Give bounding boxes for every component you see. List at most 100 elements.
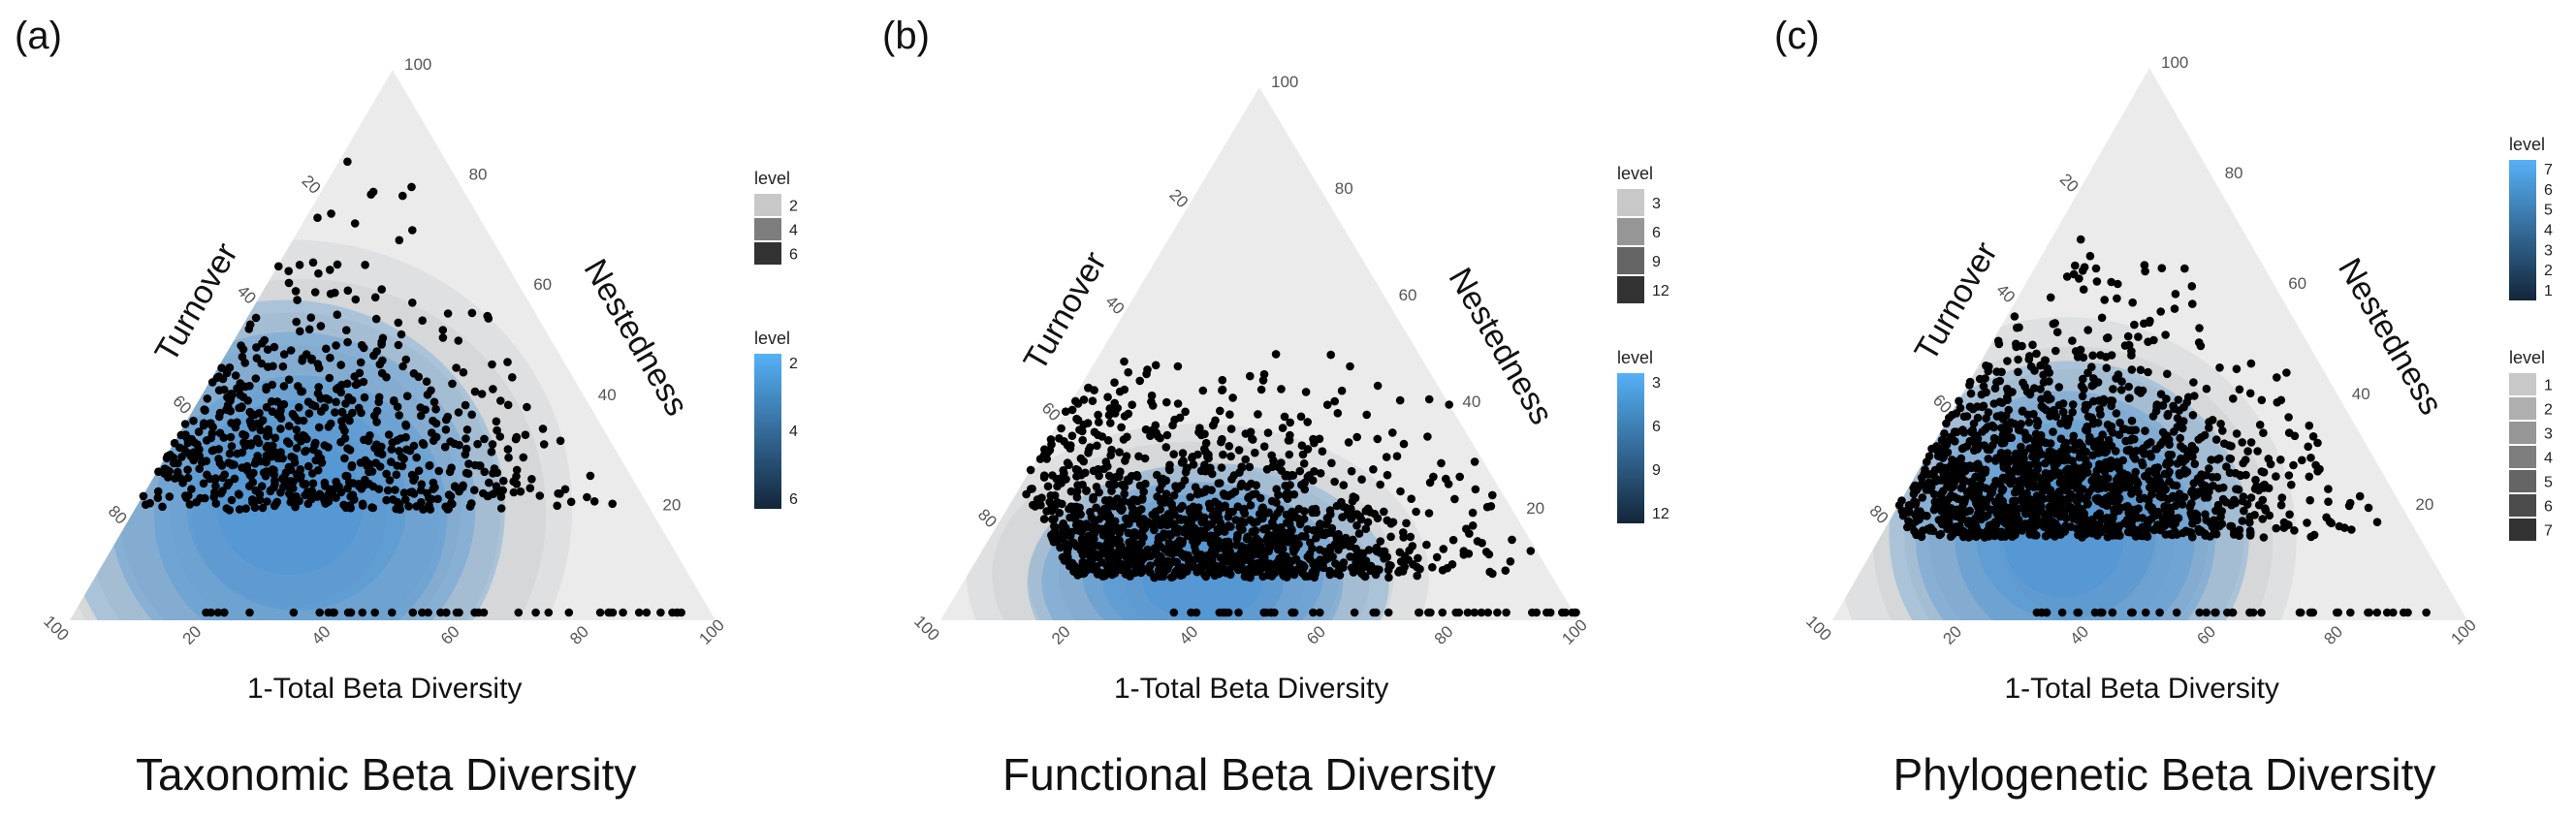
data-point bbox=[1078, 426, 1087, 436]
data-point bbox=[1132, 470, 1141, 480]
data-point bbox=[1208, 511, 1217, 520]
data-point bbox=[1357, 569, 1366, 579]
data-point bbox=[2372, 608, 2382, 617]
data-point bbox=[289, 484, 298, 493]
data-point bbox=[385, 476, 395, 485]
data-point bbox=[443, 412, 453, 422]
data-point bbox=[398, 362, 407, 371]
data-point bbox=[418, 608, 427, 617]
data-point bbox=[492, 417, 501, 426]
data-point bbox=[369, 351, 378, 361]
data-point bbox=[1322, 400, 1332, 410]
data-point bbox=[2010, 512, 2019, 520]
data-point bbox=[527, 475, 536, 484]
data-point bbox=[395, 236, 404, 245]
data-point bbox=[1232, 541, 1241, 550]
data-point bbox=[2156, 307, 2165, 316]
data-point bbox=[214, 455, 223, 463]
data-point bbox=[539, 440, 549, 449]
data-point bbox=[263, 428, 272, 437]
data-point bbox=[1039, 473, 1049, 482]
data-point bbox=[429, 397, 439, 407]
legend-colorbar bbox=[754, 354, 781, 509]
data-point bbox=[311, 456, 321, 465]
data-point bbox=[1075, 519, 1085, 528]
data-point bbox=[2246, 528, 2255, 537]
legend-swatch bbox=[1617, 189, 1644, 216]
panel-label: (a) bbox=[15, 15, 62, 57]
data-point bbox=[1966, 389, 1976, 398]
data-point bbox=[2118, 456, 2127, 465]
data-point bbox=[512, 432, 522, 442]
data-point bbox=[2260, 504, 2270, 513]
data-point bbox=[2163, 369, 2172, 379]
data-point bbox=[1245, 492, 1254, 501]
legend-tick-label: 7 bbox=[2544, 523, 2553, 540]
data-point bbox=[266, 487, 275, 496]
data-point bbox=[2039, 378, 2049, 387]
data-point bbox=[1964, 519, 1973, 528]
data-point bbox=[1076, 564, 1085, 573]
data-point bbox=[1996, 449, 2006, 457]
tick-label-right: 20 bbox=[662, 495, 681, 514]
data-point bbox=[262, 385, 270, 394]
data-point bbox=[2212, 472, 2222, 482]
data-point bbox=[1141, 425, 1151, 434]
data-point bbox=[2045, 368, 2053, 377]
data-point bbox=[473, 439, 482, 449]
data-point bbox=[2232, 364, 2242, 374]
data-point bbox=[374, 485, 384, 494]
data-point bbox=[211, 499, 221, 508]
data-point bbox=[1210, 497, 1220, 507]
data-point bbox=[2115, 418, 2124, 427]
data-point bbox=[1090, 534, 1098, 544]
data-point bbox=[1424, 394, 1434, 404]
data-point bbox=[292, 317, 302, 327]
data-point bbox=[1956, 459, 1965, 468]
data-point bbox=[503, 400, 513, 410]
data-point bbox=[1073, 465, 1083, 475]
legend-colorbar bbox=[1617, 373, 1644, 523]
data-point bbox=[2068, 400, 2078, 409]
data-point bbox=[2217, 507, 2226, 516]
data-point bbox=[1183, 463, 1192, 473]
axis-title-right: Nestedness bbox=[1442, 262, 1561, 430]
data-point bbox=[452, 363, 461, 372]
data-point bbox=[158, 502, 167, 512]
data-point bbox=[2072, 472, 2082, 482]
data-point bbox=[2235, 385, 2244, 394]
data-point bbox=[1352, 432, 1361, 442]
data-point bbox=[2170, 514, 2178, 523]
data-point bbox=[324, 490, 333, 499]
data-point bbox=[1187, 561, 1195, 571]
data-point bbox=[461, 400, 470, 410]
data-point bbox=[2138, 457, 2147, 467]
data-point bbox=[245, 381, 254, 391]
data-point bbox=[336, 361, 346, 369]
data-point bbox=[2305, 472, 2314, 482]
data-point bbox=[174, 467, 182, 477]
data-point bbox=[1992, 504, 2001, 513]
data-point bbox=[302, 350, 311, 359]
data-point bbox=[329, 608, 337, 617]
data-point bbox=[1258, 572, 1267, 582]
data-point bbox=[316, 407, 326, 416]
data-point bbox=[2306, 532, 2315, 542]
data-point bbox=[1400, 551, 1410, 560]
data-point bbox=[1947, 504, 1956, 513]
data-point bbox=[493, 425, 501, 435]
data-point bbox=[187, 485, 196, 494]
data-point bbox=[642, 608, 652, 617]
data-point bbox=[1060, 469, 1068, 478]
data-point bbox=[2026, 362, 2036, 371]
data-point bbox=[1361, 524, 1371, 533]
data-point bbox=[1026, 465, 1035, 475]
data-point bbox=[1354, 529, 1364, 538]
data-point bbox=[1207, 519, 1216, 529]
legend-tick-label: 6 bbox=[789, 491, 798, 508]
data-point bbox=[523, 402, 531, 412]
data-point bbox=[2070, 462, 2079, 471]
data-point bbox=[1267, 608, 1276, 617]
data-point bbox=[1272, 558, 1282, 567]
data-point bbox=[1424, 509, 1434, 518]
